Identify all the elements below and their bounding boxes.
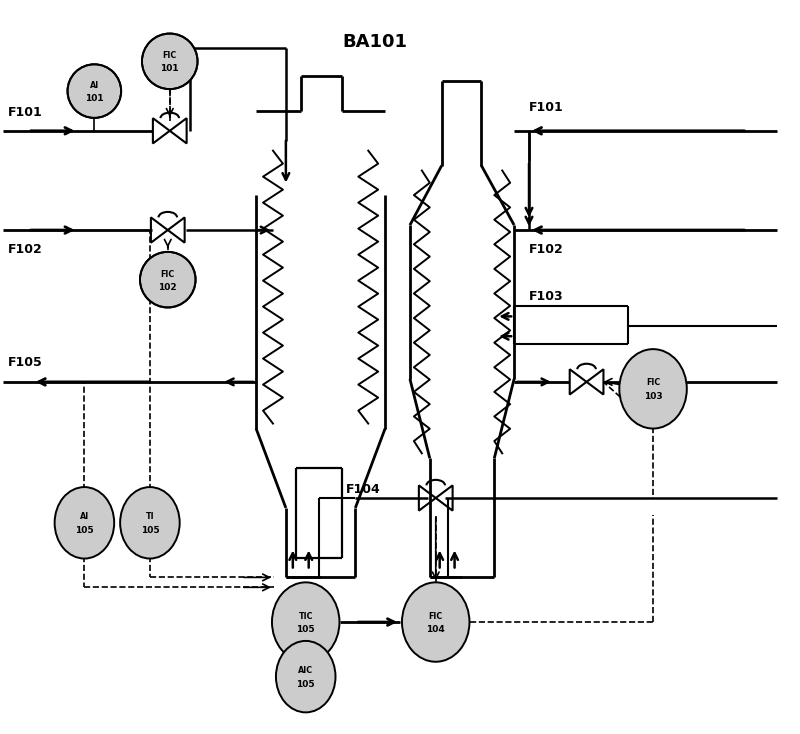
Ellipse shape [619, 349, 687, 429]
Text: 105: 105 [297, 680, 315, 688]
Text: F103: F103 [529, 289, 564, 302]
Text: TI: TI [146, 512, 154, 521]
Text: BA101: BA101 [342, 34, 408, 51]
Text: F102: F102 [529, 243, 564, 256]
Ellipse shape [120, 487, 180, 559]
Text: FIC: FIC [161, 269, 175, 279]
Text: 104: 104 [426, 625, 445, 634]
Ellipse shape [272, 582, 339, 662]
Text: F101: F101 [8, 106, 42, 119]
Text: TIC: TIC [298, 611, 313, 621]
Text: F104: F104 [346, 483, 380, 496]
Text: F101: F101 [529, 101, 564, 114]
Circle shape [67, 65, 121, 118]
Text: 101: 101 [85, 94, 104, 103]
Text: F102: F102 [8, 243, 42, 256]
Text: FIC: FIC [429, 611, 443, 621]
Ellipse shape [276, 641, 335, 713]
Text: AIC: AIC [298, 666, 314, 675]
Text: 105: 105 [297, 625, 315, 634]
Text: F105: F105 [8, 356, 42, 369]
Ellipse shape [402, 582, 470, 662]
Circle shape [142, 34, 198, 89]
Text: AI: AI [90, 81, 99, 90]
Text: 101: 101 [161, 65, 179, 73]
Circle shape [140, 252, 195, 308]
Text: FIC: FIC [646, 379, 660, 388]
Text: 105: 105 [75, 526, 94, 535]
Text: 105: 105 [141, 526, 159, 535]
Text: 103: 103 [644, 392, 662, 401]
Text: AI: AI [80, 512, 89, 521]
Ellipse shape [54, 487, 114, 559]
Text: 102: 102 [158, 283, 177, 291]
Text: FIC: FIC [162, 51, 177, 60]
